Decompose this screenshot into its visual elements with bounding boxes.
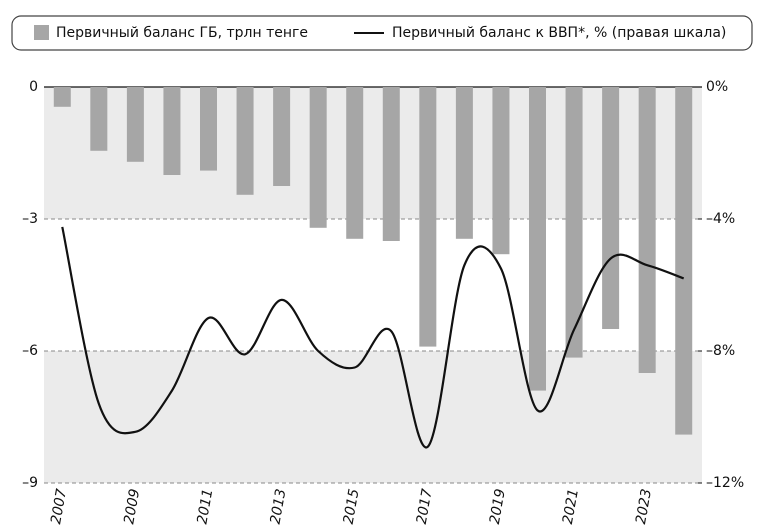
legend-label: Первичный баланс ГБ, трлн тенге [56,25,308,41]
x-tick-label: 2011 [194,488,216,526]
bar [53,87,71,107]
line [61,226,685,449]
legend-label: Первичный баланс к ВВП*, % (правая шкала… [392,25,726,41]
y2-tick-label: –4% [706,211,735,227]
y-tick-label: –9 [22,475,38,491]
bar [492,87,510,255]
y2-tick-label: –12% [706,475,744,491]
x-tick-label: 2019 [487,488,509,526]
bar [126,87,144,162]
background-band [44,351,702,483]
x-tick-label: 2015 [341,488,363,526]
bar [236,87,254,195]
legend-swatch [34,25,49,40]
y2-tick-label: 0% [706,79,728,95]
y-tick-label: –6 [22,343,38,359]
bar [163,87,181,175]
bar [382,87,400,241]
bar [565,87,583,358]
x-tick-label: 2017 [414,488,436,526]
y-tick-label: 0 [29,79,38,95]
bar [602,87,620,329]
bar [675,87,693,435]
x-tick-label: 2021 [560,488,582,526]
x-tick-label: 2013 [268,488,290,526]
x-tick-label: 2007 [48,488,70,526]
y2-tick-label: –8% [706,343,735,359]
bar [529,87,546,391]
bar [90,87,108,151]
x-tick-label: 2009 [121,488,143,526]
bar [638,87,656,373]
bar [455,87,473,239]
background-band [44,87,702,219]
y-tick-label: –3 [22,211,38,227]
bar [273,87,291,186]
x-tick-label: 2023 [633,488,655,526]
bar [346,87,364,239]
bar [419,87,437,347]
bar [309,87,327,228]
bar [200,87,217,171]
